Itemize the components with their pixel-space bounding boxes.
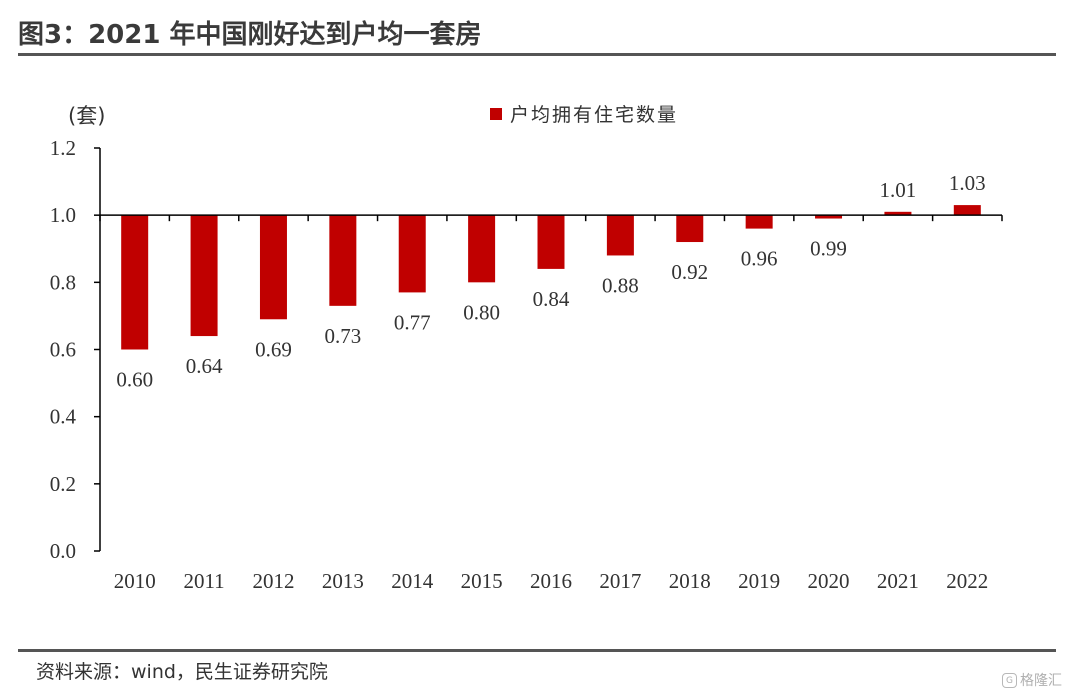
bar bbox=[398, 215, 426, 293]
y-tick-label: 0.0 bbox=[50, 539, 76, 563]
data-label: 1.01 bbox=[880, 178, 917, 202]
bar bbox=[190, 215, 218, 337]
x-tick-label: 2017 bbox=[599, 569, 641, 593]
x-tick-label: 2011 bbox=[183, 569, 224, 593]
y-tick-label: 1.0 bbox=[50, 203, 76, 227]
x-tick-label: 2010 bbox=[114, 569, 156, 593]
y-tick-label: 0.8 bbox=[50, 270, 76, 294]
data-label: 0.60 bbox=[116, 368, 153, 392]
x-tick-label: 2012 bbox=[252, 569, 294, 593]
bar bbox=[468, 215, 496, 283]
figure-title: 图3：2021 年中国刚好达到户均一套房 bbox=[18, 20, 482, 50]
bar bbox=[815, 215, 843, 219]
bar bbox=[953, 205, 981, 216]
data-label: 0.84 bbox=[533, 287, 570, 311]
y-tick-label: 0.2 bbox=[50, 472, 76, 496]
bar bbox=[884, 211, 912, 216]
bar bbox=[329, 215, 357, 306]
watermark-logo-icon: G bbox=[1002, 672, 1017, 688]
x-tick-label: 2020 bbox=[808, 569, 850, 593]
y-tick-label: 1.2 bbox=[50, 136, 76, 160]
bar bbox=[606, 215, 634, 256]
y-tick-label: 0.6 bbox=[50, 338, 76, 362]
title-divider bbox=[18, 53, 1056, 56]
watermark-text: 格隆汇 bbox=[1020, 673, 1062, 689]
bar bbox=[745, 215, 773, 229]
x-tick-label: 2018 bbox=[669, 569, 711, 593]
bar bbox=[121, 215, 149, 350]
watermark: G 格隆汇 bbox=[1002, 670, 1062, 690]
x-tick-label: 2021 bbox=[877, 569, 919, 593]
source-note: 资料来源：wind，民生证券研究院 bbox=[36, 661, 328, 683]
x-tick-label: 2019 bbox=[738, 569, 780, 593]
x-tick-label: 2013 bbox=[322, 569, 364, 593]
data-label: 0.92 bbox=[671, 260, 708, 284]
data-label: 0.99 bbox=[810, 237, 847, 261]
x-tick-label: 2022 bbox=[946, 569, 988, 593]
legend-label: 户均拥有住宅数量 bbox=[510, 104, 678, 126]
y-tick-label: 0.4 bbox=[50, 405, 77, 429]
data-label: 0.64 bbox=[186, 354, 223, 378]
data-label: 1.03 bbox=[949, 171, 986, 195]
bar-chart: 0.0 0.2 0.4 0.6 0.8 1.0 1.2 (套) 2010 2011 2012 2013… bbox=[50, 104, 1003, 593]
footer-divider bbox=[18, 649, 1056, 652]
data-label: 0.96 bbox=[741, 247, 778, 271]
x-tick-label: 2016 bbox=[530, 569, 572, 593]
data-label: 0.73 bbox=[324, 324, 361, 348]
data-label: 0.88 bbox=[602, 273, 639, 297]
bar bbox=[259, 215, 287, 320]
data-label: 0.77 bbox=[394, 310, 431, 334]
data-label: 0.80 bbox=[463, 300, 500, 324]
x-tick-label: 2014 bbox=[391, 569, 434, 593]
bar bbox=[537, 215, 565, 269]
data-label: 0.69 bbox=[255, 337, 292, 361]
bar bbox=[676, 215, 704, 243]
legend-swatch bbox=[490, 108, 502, 120]
x-tick-label: 2015 bbox=[461, 569, 503, 593]
y-axis-label: (套) bbox=[68, 104, 105, 128]
